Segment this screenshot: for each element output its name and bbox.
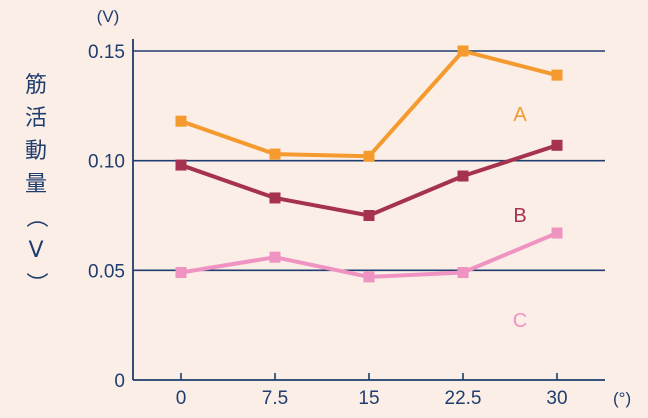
data-point: [458, 267, 469, 278]
data-point: [552, 140, 563, 151]
data-point: [270, 192, 281, 203]
data-point: [270, 252, 281, 263]
axes: [133, 39, 605, 380]
series-a: A: [176, 46, 563, 162]
y-axis-label-char: 筋: [25, 73, 47, 98]
y-axis-label-char: 量: [25, 172, 47, 197]
x-tick-label: 22.5: [445, 388, 482, 409]
y-axis-label-char: ）: [23, 272, 48, 294]
x-tick-label: 7.5: [262, 388, 288, 409]
series-label: A: [513, 104, 527, 126]
data-point: [364, 210, 375, 221]
data-point: [552, 70, 563, 81]
series-c: C: [176, 228, 563, 332]
data-point: [552, 228, 563, 239]
data-point: [364, 151, 375, 162]
series-line: [181, 51, 557, 156]
y-axis-label-char: V: [28, 238, 43, 263]
data-point: [176, 160, 187, 171]
data-point: [364, 271, 375, 282]
y-tick-label: 0.10: [88, 152, 125, 173]
y-axis-label-char: 活: [25, 106, 47, 131]
x-tick-label: 30: [546, 388, 567, 409]
y-axis-label-char: （: [23, 206, 48, 228]
series-label: C: [513, 310, 527, 332]
data-point: [176, 116, 187, 127]
series-group: A B C: [176, 46, 563, 333]
data-point: [270, 149, 281, 160]
tick-labels: 0 7.5 15 22.5 30 0 0.05 0.10 0.15: [88, 42, 568, 409]
data-point: [176, 267, 187, 278]
series-label: B: [513, 205, 526, 227]
x-tick-label: 15: [358, 388, 379, 409]
y-tick-label: 0.05: [88, 261, 125, 282]
data-point: [458, 171, 469, 182]
x-tick-label: 0: [176, 388, 187, 409]
y-unit-label: (V): [97, 7, 120, 26]
y-axis-label-char: 動: [25, 139, 47, 164]
y-tick-label: 0.15: [88, 42, 125, 63]
x-unit-label: (°): [613, 389, 631, 408]
data-point: [458, 46, 469, 57]
y-tick-label: 0: [114, 371, 125, 392]
